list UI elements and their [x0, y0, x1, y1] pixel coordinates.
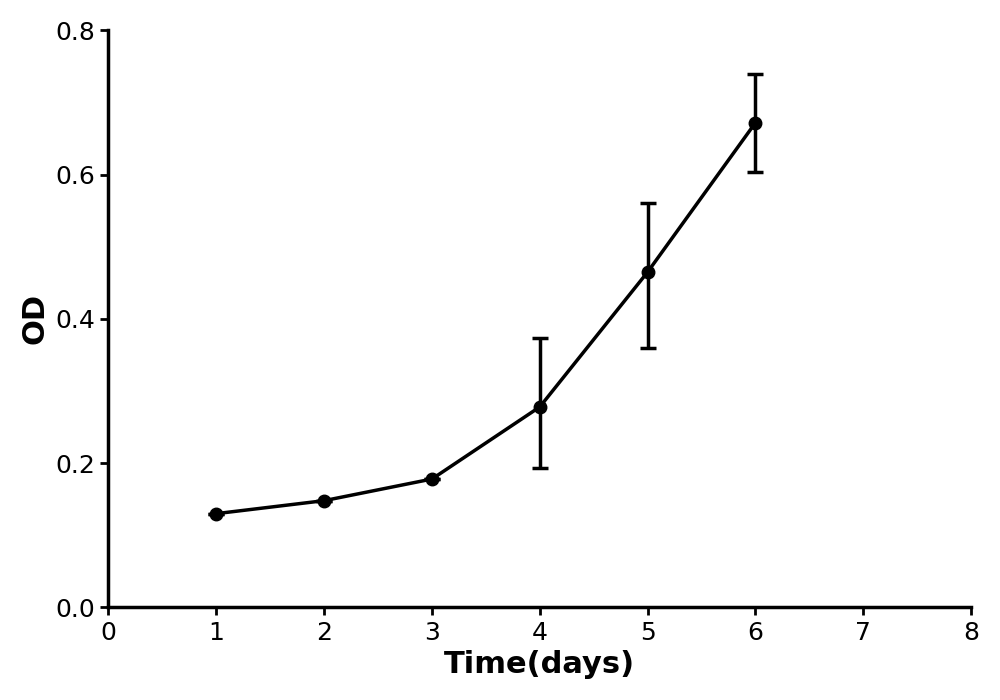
X-axis label: Time(days): Time(days): [444, 650, 635, 679]
Y-axis label: OD: OD: [21, 293, 50, 344]
